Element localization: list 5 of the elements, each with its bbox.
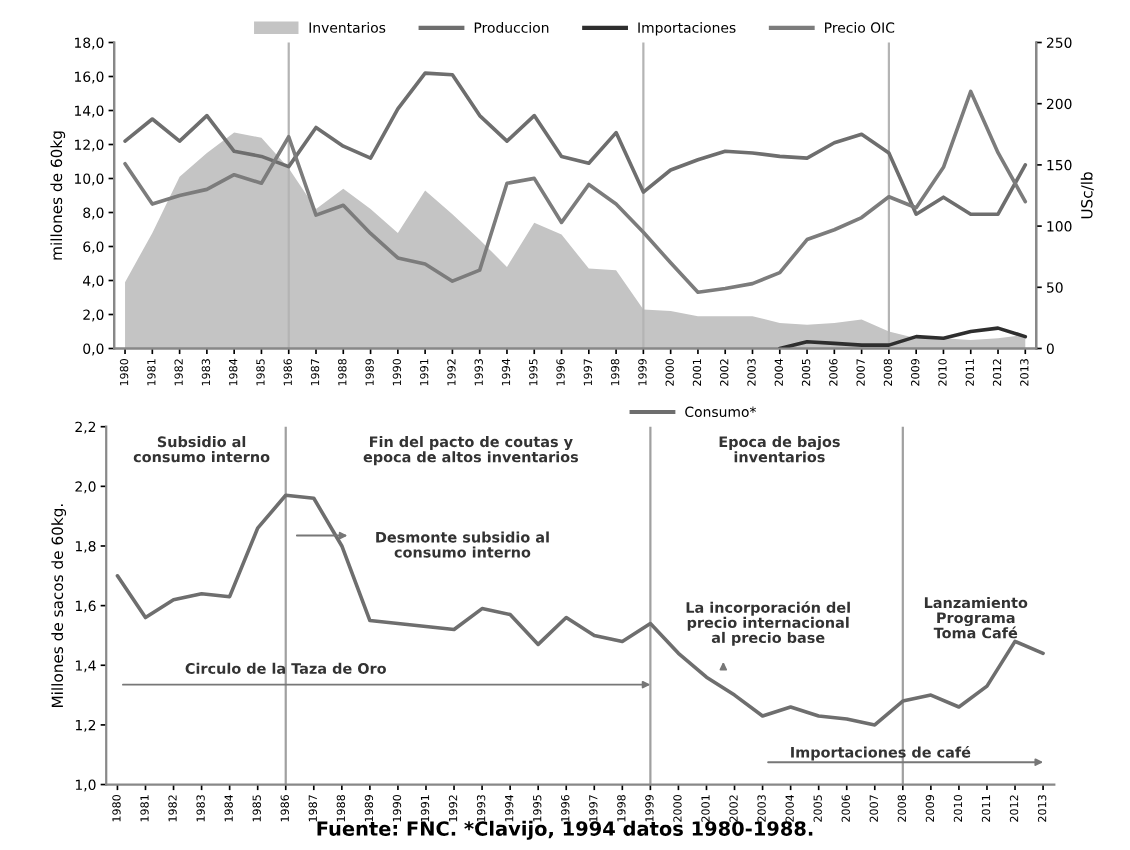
line-series [123, 89, 1028, 295]
line-series [115, 493, 1045, 727]
line-series [777, 326, 1028, 349]
line-series [123, 71, 1028, 217]
source-note: Fuente: FNC. *Clavijo, 1994 datos 1980-1988. [317, 820, 813, 840]
